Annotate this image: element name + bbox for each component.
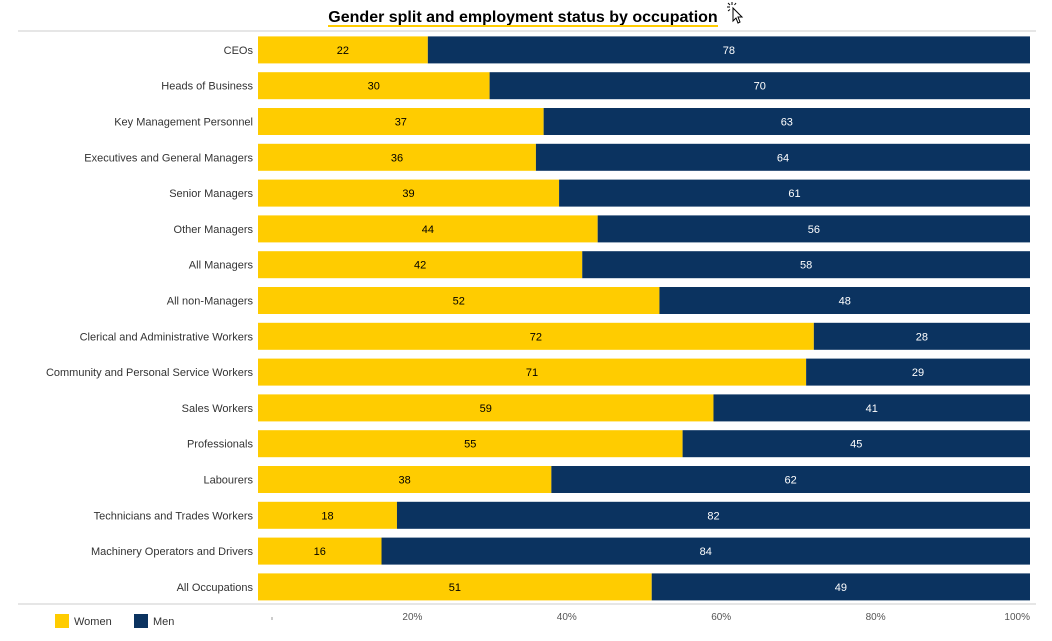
data-label-men-technicians-and-trades-workers: 82 [707, 510, 719, 522]
data-label-men-clerical-and-administrative-workers: 28 [916, 331, 928, 343]
data-label-women-ceos: 22 [337, 45, 349, 57]
data-label-women-all-managers: 42 [414, 260, 426, 272]
category-label-ceos: CEOs [224, 45, 254, 57]
data-label-women-community-and-personal-service-workers: 71 [526, 367, 538, 379]
category-label-all-non-managers: All non-Managers [167, 296, 254, 308]
bar-women-machinery-operators-and-drivers[interactable] [258, 537, 382, 565]
bar-men-clerical-and-administrative-workers[interactable] [813, 322, 1030, 350]
bar-women-key-management-personnel[interactable] [258, 108, 544, 135]
x-tick-label-100: 100% [1004, 612, 1030, 623]
data-label-women-executives-and-general-managers: 36 [391, 152, 403, 164]
x-tick-label-80: 80% [866, 612, 886, 623]
data-label-men-all-managers: 58 [800, 260, 812, 272]
data-label-men-machinery-operators-and-drivers: 84 [700, 546, 712, 558]
data-label-women-other-managers: 44 [422, 224, 434, 236]
bar-women-sales-workers[interactable] [258, 394, 714, 422]
category-label-machinery-operators-and-drivers: Machinery Operators and Drivers [91, 546, 254, 558]
bar-women-clerical-and-administrative-workers[interactable] [258, 322, 814, 350]
legend-swatch-women [55, 614, 69, 628]
bar-women-all-managers[interactable] [258, 251, 583, 279]
data-label-men-heads-of-business: 70 [754, 81, 766, 93]
bar-women-all-occupations[interactable] [258, 573, 652, 601]
category-label-labourers: Labourers [203, 475, 253, 487]
x-tick-label-40: 40% [557, 612, 577, 623]
bar-women-community-and-personal-service-workers[interactable] [258, 358, 807, 386]
bar-men-key-management-personnel[interactable] [543, 108, 1030, 135]
data-label-men-sales-workers: 41 [866, 403, 878, 415]
bar-women-ceos[interactable] [258, 36, 428, 64]
data-label-women-technicians-and-trades-workers: 18 [321, 510, 333, 522]
legend-label-men: Men [153, 616, 174, 628]
category-label-executives-and-general-managers: Executives and General Managers [84, 152, 253, 164]
data-label-women-machinery-operators-and-drivers: 16 [314, 546, 326, 558]
legend: Women Men [55, 614, 174, 628]
category-label-other-managers: Other Managers [174, 224, 254, 236]
bar-men-professionals[interactable] [682, 430, 1030, 458]
category-label-technicians-and-trades-workers: Technicians and Trades Workers [94, 510, 254, 522]
category-label-sales-workers: Sales Workers [182, 403, 254, 415]
data-label-men-all-non-managers: 48 [839, 296, 851, 308]
bar-women-heads-of-business[interactable] [258, 72, 490, 100]
bar-women-executives-and-general-managers[interactable] [258, 143, 536, 171]
bar-men-machinery-operators-and-drivers[interactable] [381, 537, 1030, 565]
category-label-all-occupations: All Occupations [177, 582, 254, 594]
bar-women-senior-managers[interactable] [258, 179, 560, 207]
chart-title: Gender split and employment status by oc… [328, 9, 717, 26]
bar-men-other-managers[interactable] [597, 215, 1030, 243]
legend-swatch-men [134, 614, 148, 628]
data-label-women-professionals: 55 [464, 439, 476, 451]
data-label-women-clerical-and-administrative-workers: 72 [530, 331, 542, 343]
category-label-community-and-personal-service-workers: Community and Personal Service Workers [46, 367, 254, 379]
data-label-men-professionals: 45 [850, 439, 862, 451]
bar-men-senior-managers[interactable] [559, 179, 1030, 207]
bar-men-all-managers[interactable] [582, 251, 1030, 279]
data-label-women-all-non-managers: 52 [453, 296, 465, 308]
bar-women-professionals[interactable] [258, 430, 683, 458]
bar-men-ceos[interactable] [427, 36, 1031, 64]
bar-women-technicians-and-trades-workers[interactable] [258, 501, 397, 529]
data-label-men-all-occupations: 49 [835, 582, 847, 594]
data-label-women-heads-of-business: 30 [368, 81, 380, 93]
bar-men-heads-of-business[interactable] [489, 72, 1031, 100]
bar-women-all-non-managers[interactable] [258, 287, 660, 314]
bar-men-all-non-managers[interactable] [659, 287, 1030, 314]
data-label-women-labourers: 38 [399, 475, 411, 487]
bar-men-labourers[interactable] [551, 466, 1030, 493]
bar-women-labourers[interactable] [258, 466, 552, 493]
data-label-men-executives-and-general-managers: 64 [777, 152, 789, 164]
data-label-men-community-and-personal-service-workers: 29 [912, 367, 924, 379]
data-label-men-senior-managers: 61 [788, 188, 800, 200]
data-label-men-ceos: 78 [723, 45, 735, 57]
category-label-key-management-personnel: Key Management Personnel [114, 117, 253, 129]
plot-area: CEOs 22 78 Heads of Business 30 70 Key Managem… [46, 36, 1030, 623]
bar-women-other-managers[interactable] [258, 215, 598, 243]
bar-men-all-occupations[interactable] [651, 573, 1030, 601]
x-tick-label-60: 60% [711, 612, 731, 623]
data-label-men-labourers: 62 [785, 475, 797, 487]
category-label-senior-managers: Senior Managers [169, 188, 253, 200]
bar-men-sales-workers[interactable] [713, 394, 1030, 422]
category-label-clerical-and-administrative-workers: Clerical and Administrative Workers [80, 331, 254, 343]
bar-men-executives-and-general-managers[interactable] [535, 143, 1030, 171]
data-label-women-all-occupations: 51 [449, 582, 461, 594]
data-label-men-other-managers: 56 [808, 224, 820, 236]
category-label-heads-of-business: Heads of Business [161, 81, 253, 93]
bar-men-community-and-personal-service-workers[interactable] [806, 358, 1030, 386]
cursor-icon [727, 2, 744, 24]
bar-men-technicians-and-trades-workers[interactable] [396, 501, 1031, 529]
legend-label-women: Women [74, 616, 112, 628]
category-label-professionals: Professionals [187, 439, 254, 451]
category-label-all-managers: All Managers [189, 260, 254, 272]
data-label-women-key-management-personnel: 37 [395, 117, 407, 129]
data-label-women-sales-workers: 59 [480, 403, 492, 415]
data-label-men-key-management-personnel: 63 [781, 117, 793, 129]
data-label-women-senior-managers: 39 [402, 188, 414, 200]
x-tick-label-20: 20% [402, 612, 422, 623]
